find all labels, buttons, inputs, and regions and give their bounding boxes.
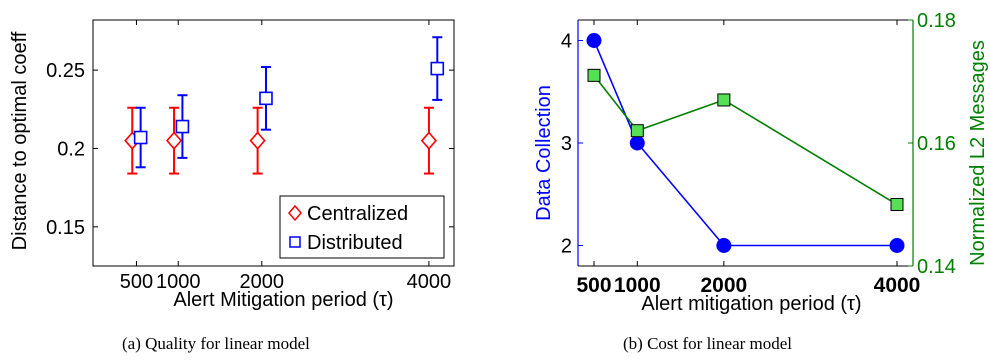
y-tick-label-a-0: 0.15 xyxy=(46,217,85,239)
point-data-collection-3 xyxy=(889,238,905,253)
legend-a xyxy=(279,195,445,259)
point-l2-messages-3 xyxy=(890,198,904,211)
point-distributed-2 xyxy=(259,91,273,106)
x-tick-label-a-2: 2000 xyxy=(240,271,285,293)
y-left-tick-label-b-0: 2 xyxy=(561,236,572,258)
point-data-collection-1 xyxy=(629,135,645,151)
caption-b: (b) Cost for linear model xyxy=(623,334,793,353)
y-right-tick-label-b-1: 0.16 xyxy=(917,133,956,155)
y-left-axis-label-b: Data Collection xyxy=(533,85,555,221)
point-distributed-0 xyxy=(133,130,148,145)
x-tick-label-b-0: 500 xyxy=(576,274,611,297)
y-right-tick-label-b-0: 0.14 xyxy=(917,256,956,278)
y-tick-label-a-2: 0.25 xyxy=(46,60,85,82)
x-axis-label-a: Alert Mitigation period (τ) xyxy=(173,289,393,311)
y-tick-label-a-1: 0.2 xyxy=(57,138,85,160)
point-centralized-3 xyxy=(420,131,437,150)
x-tick-label-b-3: 4000 xyxy=(874,274,921,297)
point-distributed-1 xyxy=(175,119,190,134)
x-tick-label-a-0: 500 xyxy=(120,271,153,293)
point-l2-messages-0 xyxy=(587,68,601,82)
legend-marker-centralized xyxy=(288,204,302,222)
y-right-tick-label-b-2: 0.18 xyxy=(917,10,956,32)
y-left-tick-label-b-2: 4 xyxy=(561,31,572,53)
y-left-tick-label-b-1: 3 xyxy=(561,133,572,155)
line-data-collection xyxy=(593,40,897,247)
point-centralized-1 xyxy=(165,131,183,150)
legend-label-centralized: Centralized xyxy=(307,203,408,225)
x-tick-label-a-1: 1000 xyxy=(156,271,201,293)
point-distributed-3 xyxy=(430,61,445,76)
point-l2-messages-2 xyxy=(717,93,731,107)
y-axis-label-a: Distance to optimal coeff xyxy=(9,31,31,250)
point-data-collection-0 xyxy=(586,33,602,48)
line-l2-messages xyxy=(593,74,898,206)
point-centralized-2 xyxy=(249,131,266,150)
y-right-axis-label-b: Normalized L2 Messages xyxy=(967,40,989,266)
point-data-collection-2 xyxy=(716,238,732,253)
plot-frame-a xyxy=(92,19,455,267)
x-tick-label-a-3: 4000 xyxy=(407,271,452,293)
caption-a: (a) Quality for linear model xyxy=(122,334,310,353)
x-tick-label-b-1: 1000 xyxy=(614,274,661,297)
x-axis-label-b: Alert mitigation period (τ) xyxy=(641,293,861,315)
legend-marker-distributed xyxy=(289,236,301,248)
point-l2-messages-1 xyxy=(630,124,644,138)
x-tick-label-b-2: 2000 xyxy=(700,274,747,297)
legend-label-distributed: Distributed xyxy=(307,232,403,254)
